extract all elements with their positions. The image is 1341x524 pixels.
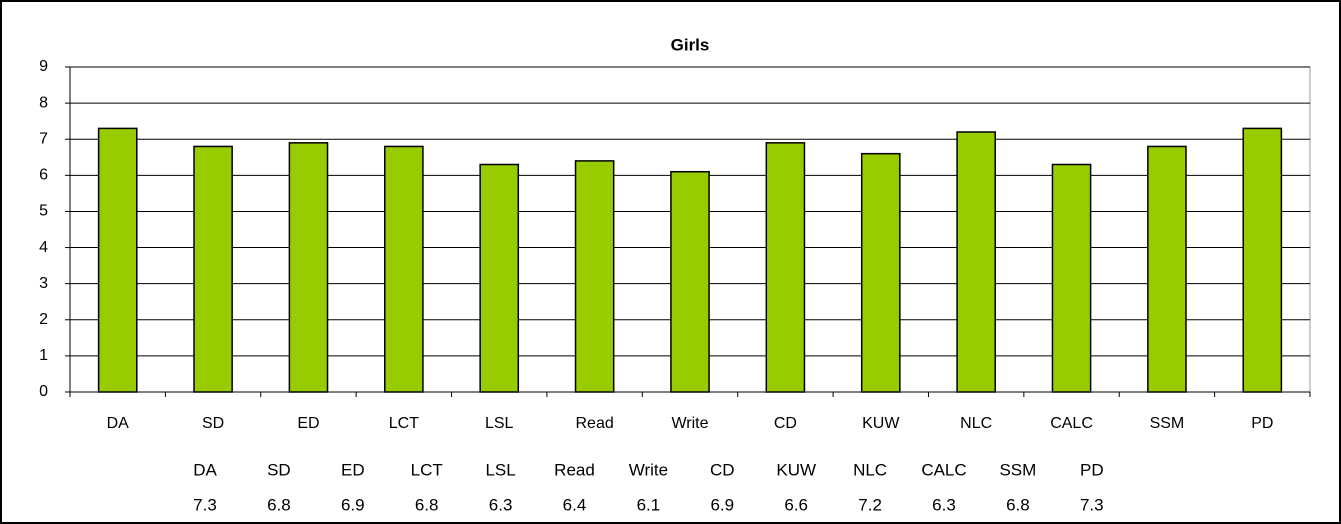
table-header: KUW	[776, 460, 816, 479]
table-header: SSM	[999, 460, 1036, 479]
bar	[97, 127, 138, 393]
bar	[288, 142, 329, 393]
x-tick-label: ED	[297, 415, 319, 432]
bar	[765, 142, 806, 393]
y-tick-label: 2	[39, 311, 48, 328]
bar	[574, 160, 615, 393]
y-tick-label: 6	[39, 167, 48, 184]
y-tick-label: 9	[39, 58, 48, 75]
bar	[670, 170, 710, 393]
table-header: PD	[1080, 460, 1104, 479]
table-header: SD	[267, 460, 291, 479]
table-value: 6.4	[563, 495, 587, 514]
bar	[1242, 127, 1283, 393]
x-tick-label: LCT	[389, 415, 419, 432]
table-value: 6.3	[932, 495, 956, 514]
table-header: Read	[554, 460, 595, 479]
y-tick-label: 7	[39, 130, 48, 147]
table-value: 6.3	[489, 495, 513, 514]
bar	[1051, 163, 1092, 393]
bar	[193, 145, 233, 393]
table-value: 6.1	[637, 495, 661, 514]
table-header: CALC	[921, 460, 966, 479]
bar	[956, 131, 996, 393]
y-tick-label: 4	[39, 239, 48, 256]
x-tick-label: CD	[774, 415, 797, 432]
x-tick-label: Read	[575, 415, 613, 432]
table-value: 6.8	[267, 495, 291, 514]
x-tick-label: DA	[107, 415, 130, 432]
table-value: 6.8	[1006, 495, 1030, 514]
y-tick-label: 8	[39, 94, 48, 111]
y-tick-label: 0	[39, 383, 48, 400]
table-header: Write	[629, 460, 668, 479]
bar	[479, 163, 520, 393]
chart-title: Girls	[671, 35, 710, 54]
bar	[860, 152, 901, 393]
x-tick-label: PD	[1251, 415, 1273, 432]
x-tick-label: CALC	[1050, 415, 1093, 432]
table-header: NLC	[853, 460, 887, 479]
bar	[1147, 145, 1187, 393]
table-header: ED	[341, 460, 365, 479]
table-header: LSL	[485, 460, 515, 479]
table-header: DA	[193, 460, 217, 479]
x-tick-label: SSM	[1150, 415, 1185, 432]
x-tick-label: KUW	[862, 415, 900, 432]
x-tick-label: SD	[202, 415, 224, 432]
table-value: 6.9	[341, 495, 365, 514]
table-value: 7.3	[1080, 495, 1104, 514]
table-header: LCT	[411, 460, 443, 479]
x-tick-label: Write	[671, 415, 708, 432]
y-tick-label: 5	[39, 203, 48, 220]
table-value: 7.3	[193, 495, 217, 514]
table-value: 6.6	[784, 495, 808, 514]
table-value: 7.2	[858, 495, 882, 514]
table-value: 6.9	[710, 495, 734, 514]
bar	[384, 145, 424, 393]
x-tick-label: LSL	[485, 415, 514, 432]
table-header: CD	[710, 460, 735, 479]
y-tick-label: 3	[39, 275, 48, 292]
x-tick-label: NLC	[960, 415, 992, 432]
y-tick-label: 1	[39, 347, 48, 364]
table-value: 6.8	[415, 495, 439, 514]
